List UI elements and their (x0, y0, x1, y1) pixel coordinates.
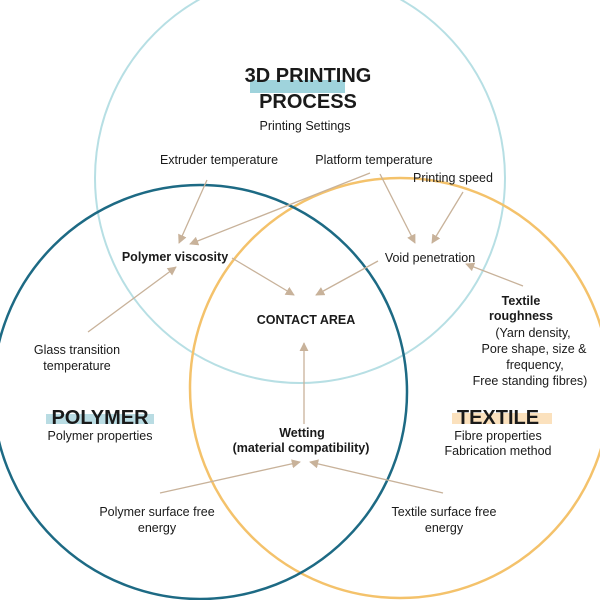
label-roughness-detail-line4: Free standing fibres) (473, 374, 588, 388)
arrow-extruder-to-viscosity (178, 179, 208, 244)
label-roughness-detail-line2: Pore shape, size & (482, 342, 588, 356)
label-platform-temperature: Platform temperature (315, 153, 432, 167)
label-textile-roughness-line2: roughness (489, 309, 553, 323)
label-textile-roughness-line1: Textile (502, 294, 541, 308)
polymer-circle (0, 183, 409, 600)
arrows (87, 172, 524, 494)
label-roughness-detail-line3: frequency, (506, 358, 563, 372)
process-title-line2: PROCESS (259, 91, 357, 113)
label-printing-speed: Printing speed (413, 171, 493, 185)
label-extruder-temperature: Extruder temperature (160, 153, 278, 167)
textile-title-highlight (452, 413, 552, 424)
label-void-penetration: Void penetration (385, 251, 475, 265)
textile-circle (188, 176, 600, 600)
polymer-title: POLYMER (51, 407, 149, 429)
textile-subtitle-line1: Fibre properties (454, 429, 542, 443)
arrow-platform-to-void (379, 173, 416, 244)
label-textile-surface-line1: Textile surface free (392, 505, 497, 519)
label-polymer-viscosity: Polymer viscosity (122, 250, 228, 264)
arrow-platform-to-viscosity (189, 172, 371, 246)
arrow-void-to-contact (315, 260, 379, 296)
arrow-speed-to-void (431, 191, 464, 244)
label-wetting-line2: (material compatibility) (233, 441, 370, 455)
label-roughness-detail-line1: (Yarn density, (495, 326, 570, 340)
label-contact-area: CONTACT AREA (257, 313, 356, 327)
label-polymer-surface-line1: Polymer surface free (99, 505, 214, 519)
textile-subtitle-line2: Fabrication method (444, 444, 551, 458)
label-wetting-line1: Wetting (279, 426, 325, 440)
textile-title: TEXTILE (457, 407, 539, 429)
arrow-glass-to-viscosity (87, 266, 177, 333)
label-glass-transition-line2: temperature (43, 359, 110, 373)
process-subtitle: Printing Settings (259, 119, 350, 133)
printing-process-circle (94, 0, 506, 384)
process-title-line1: 3D PRINTING (245, 65, 372, 87)
polymer-title-highlight (46, 414, 154, 424)
arrow-polymer-surface-to-wetting (159, 459, 301, 494)
process-title-highlight (250, 80, 345, 93)
label-textile-surface-line2: energy (425, 521, 464, 535)
arrow-viscosity-to-contact (231, 257, 295, 296)
polymer-subtitle: Polymer properties (48, 429, 153, 443)
label-glass-transition-line1: Glass transition (34, 343, 120, 357)
arrow-textile-surface-to-wetting (309, 459, 444, 494)
arrow-roughness-to-void (465, 262, 524, 287)
label-polymer-surface-line2: energy (138, 521, 177, 535)
